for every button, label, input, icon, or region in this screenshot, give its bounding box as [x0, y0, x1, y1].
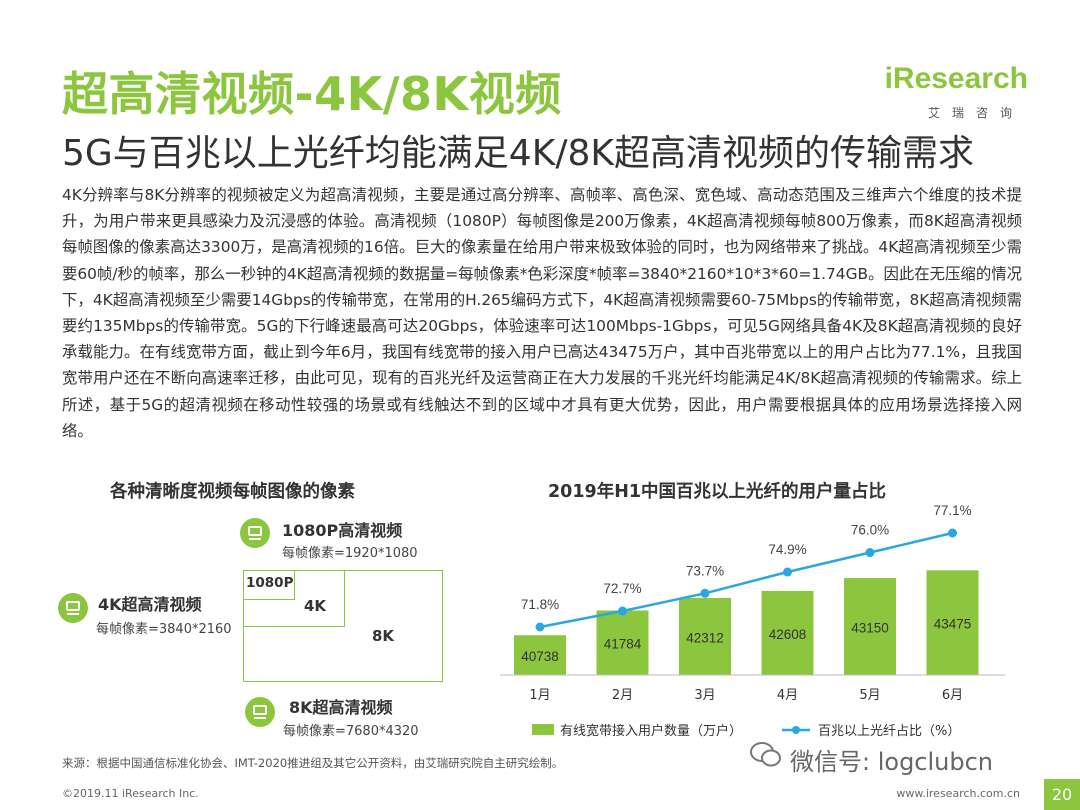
video-screen-icon	[245, 697, 275, 727]
line-point-5	[865, 548, 875, 558]
line-value-label: 76.0%	[851, 523, 889, 538]
line-value-label: 77.1%	[933, 503, 971, 518]
res-name: 4K超高清视频	[98, 595, 202, 614]
res-pixels: 每帧像素=7680*4320	[283, 724, 419, 739]
page-number: 20	[1044, 779, 1080, 810]
bar-2	[596, 610, 649, 675]
x-tick-label: 2月	[612, 688, 633, 703]
line-value-label: 72.7%	[603, 581, 641, 596]
bar-1	[514, 635, 566, 675]
res-pixels: 每帧像素=1920*1080	[282, 546, 418, 561]
box-label-8k: 8K	[372, 627, 395, 645]
bar-4	[761, 590, 814, 675]
bar-6	[926, 570, 979, 675]
line-point-3	[700, 588, 710, 598]
site-url: www.iresearch.com.cn	[896, 787, 1020, 800]
copyright: ©2019.11 iResearch Inc.	[62, 787, 199, 800]
x-tick-label: 4月	[777, 688, 798, 703]
video-screen-icon	[58, 593, 88, 623]
bar-value-label: 43150	[851, 621, 889, 636]
video-screen-icon	[240, 518, 270, 548]
line-point-1	[535, 622, 545, 632]
box-label-1080p: 1080P	[246, 575, 294, 591]
legend-line-label: 百兆以上光纤占比（%）	[818, 724, 960, 739]
chart-title: 2019年H1中国百兆以上光纤的用户量占比	[548, 482, 887, 502]
legend-line-marker	[792, 726, 800, 734]
source-note: 来源：根据中国通信标准化协会、IMT-2020推进组及其它公开资料，由艾瑞研究院…	[62, 756, 564, 770]
res-name: 8K超高清视频	[289, 698, 393, 717]
bar-3	[679, 597, 731, 675]
bar-value-label: 41784	[604, 637, 642, 652]
line-series	[539, 531, 953, 629]
wechat-watermark: 微信号: logclubcn	[750, 742, 994, 777]
res-name: 1080P高清视频	[282, 521, 403, 540]
page-title: 超高清视频-4K/8K视频	[62, 67, 562, 121]
box-label-4k: 4K	[304, 597, 327, 615]
resolution-heading: 各种清晰度视频每帧图像的像素	[110, 482, 355, 502]
line-value-label: 71.8%	[521, 597, 559, 612]
res-pixels: 每帧像素=3840*2160	[96, 622, 232, 637]
line-value-label: 73.7%	[686, 563, 724, 578]
line-point-4	[783, 567, 792, 577]
line-point-2	[618, 606, 627, 616]
watermark-text: 微信号: logclubcn	[790, 748, 994, 776]
legend-bar-label: 有线宽带接入用户数量（万户）	[560, 723, 742, 739]
bar-5	[844, 578, 896, 675]
logo-text: iResearch	[884, 62, 1028, 95]
page-subtitle: 5G与百兆以上光纤均能满足4K/8K超高清视频的传输需求	[62, 133, 974, 174]
wechat-icon	[750, 742, 781, 767]
iresearch-logo: iResearch 艾瑞咨询	[884, 62, 1028, 124]
line-point-6	[948, 528, 957, 538]
x-tick-label: 6月	[942, 688, 963, 703]
x-tick-label: 5月	[859, 688, 880, 703]
line-value-label: 74.9%	[768, 542, 806, 557]
legend-bar-swatch	[532, 724, 554, 735]
logo-cn-text: 艾瑞咨询	[927, 106, 1024, 120]
bar-value-label: 42608	[769, 627, 807, 642]
bar-value-label: 40738	[521, 649, 559, 664]
bar-value-label: 42312	[686, 630, 724, 645]
bar-value-label: 43475	[934, 617, 972, 632]
fiber-user-chart: 40738 41784 42312 42608 43150 43475 71.8% 72.7…	[500, 503, 1005, 739]
body-paragraph: 4K分辨率与8K分辨率的视频被定义为超高清视频，主要是通过高分辨率、高帧率、高色…	[62, 186, 1022, 440]
box-1080p: 1080P	[243, 570, 295, 600]
x-tick-label: 3月	[694, 688, 715, 703]
x-tick-label: 1月	[529, 688, 550, 703]
